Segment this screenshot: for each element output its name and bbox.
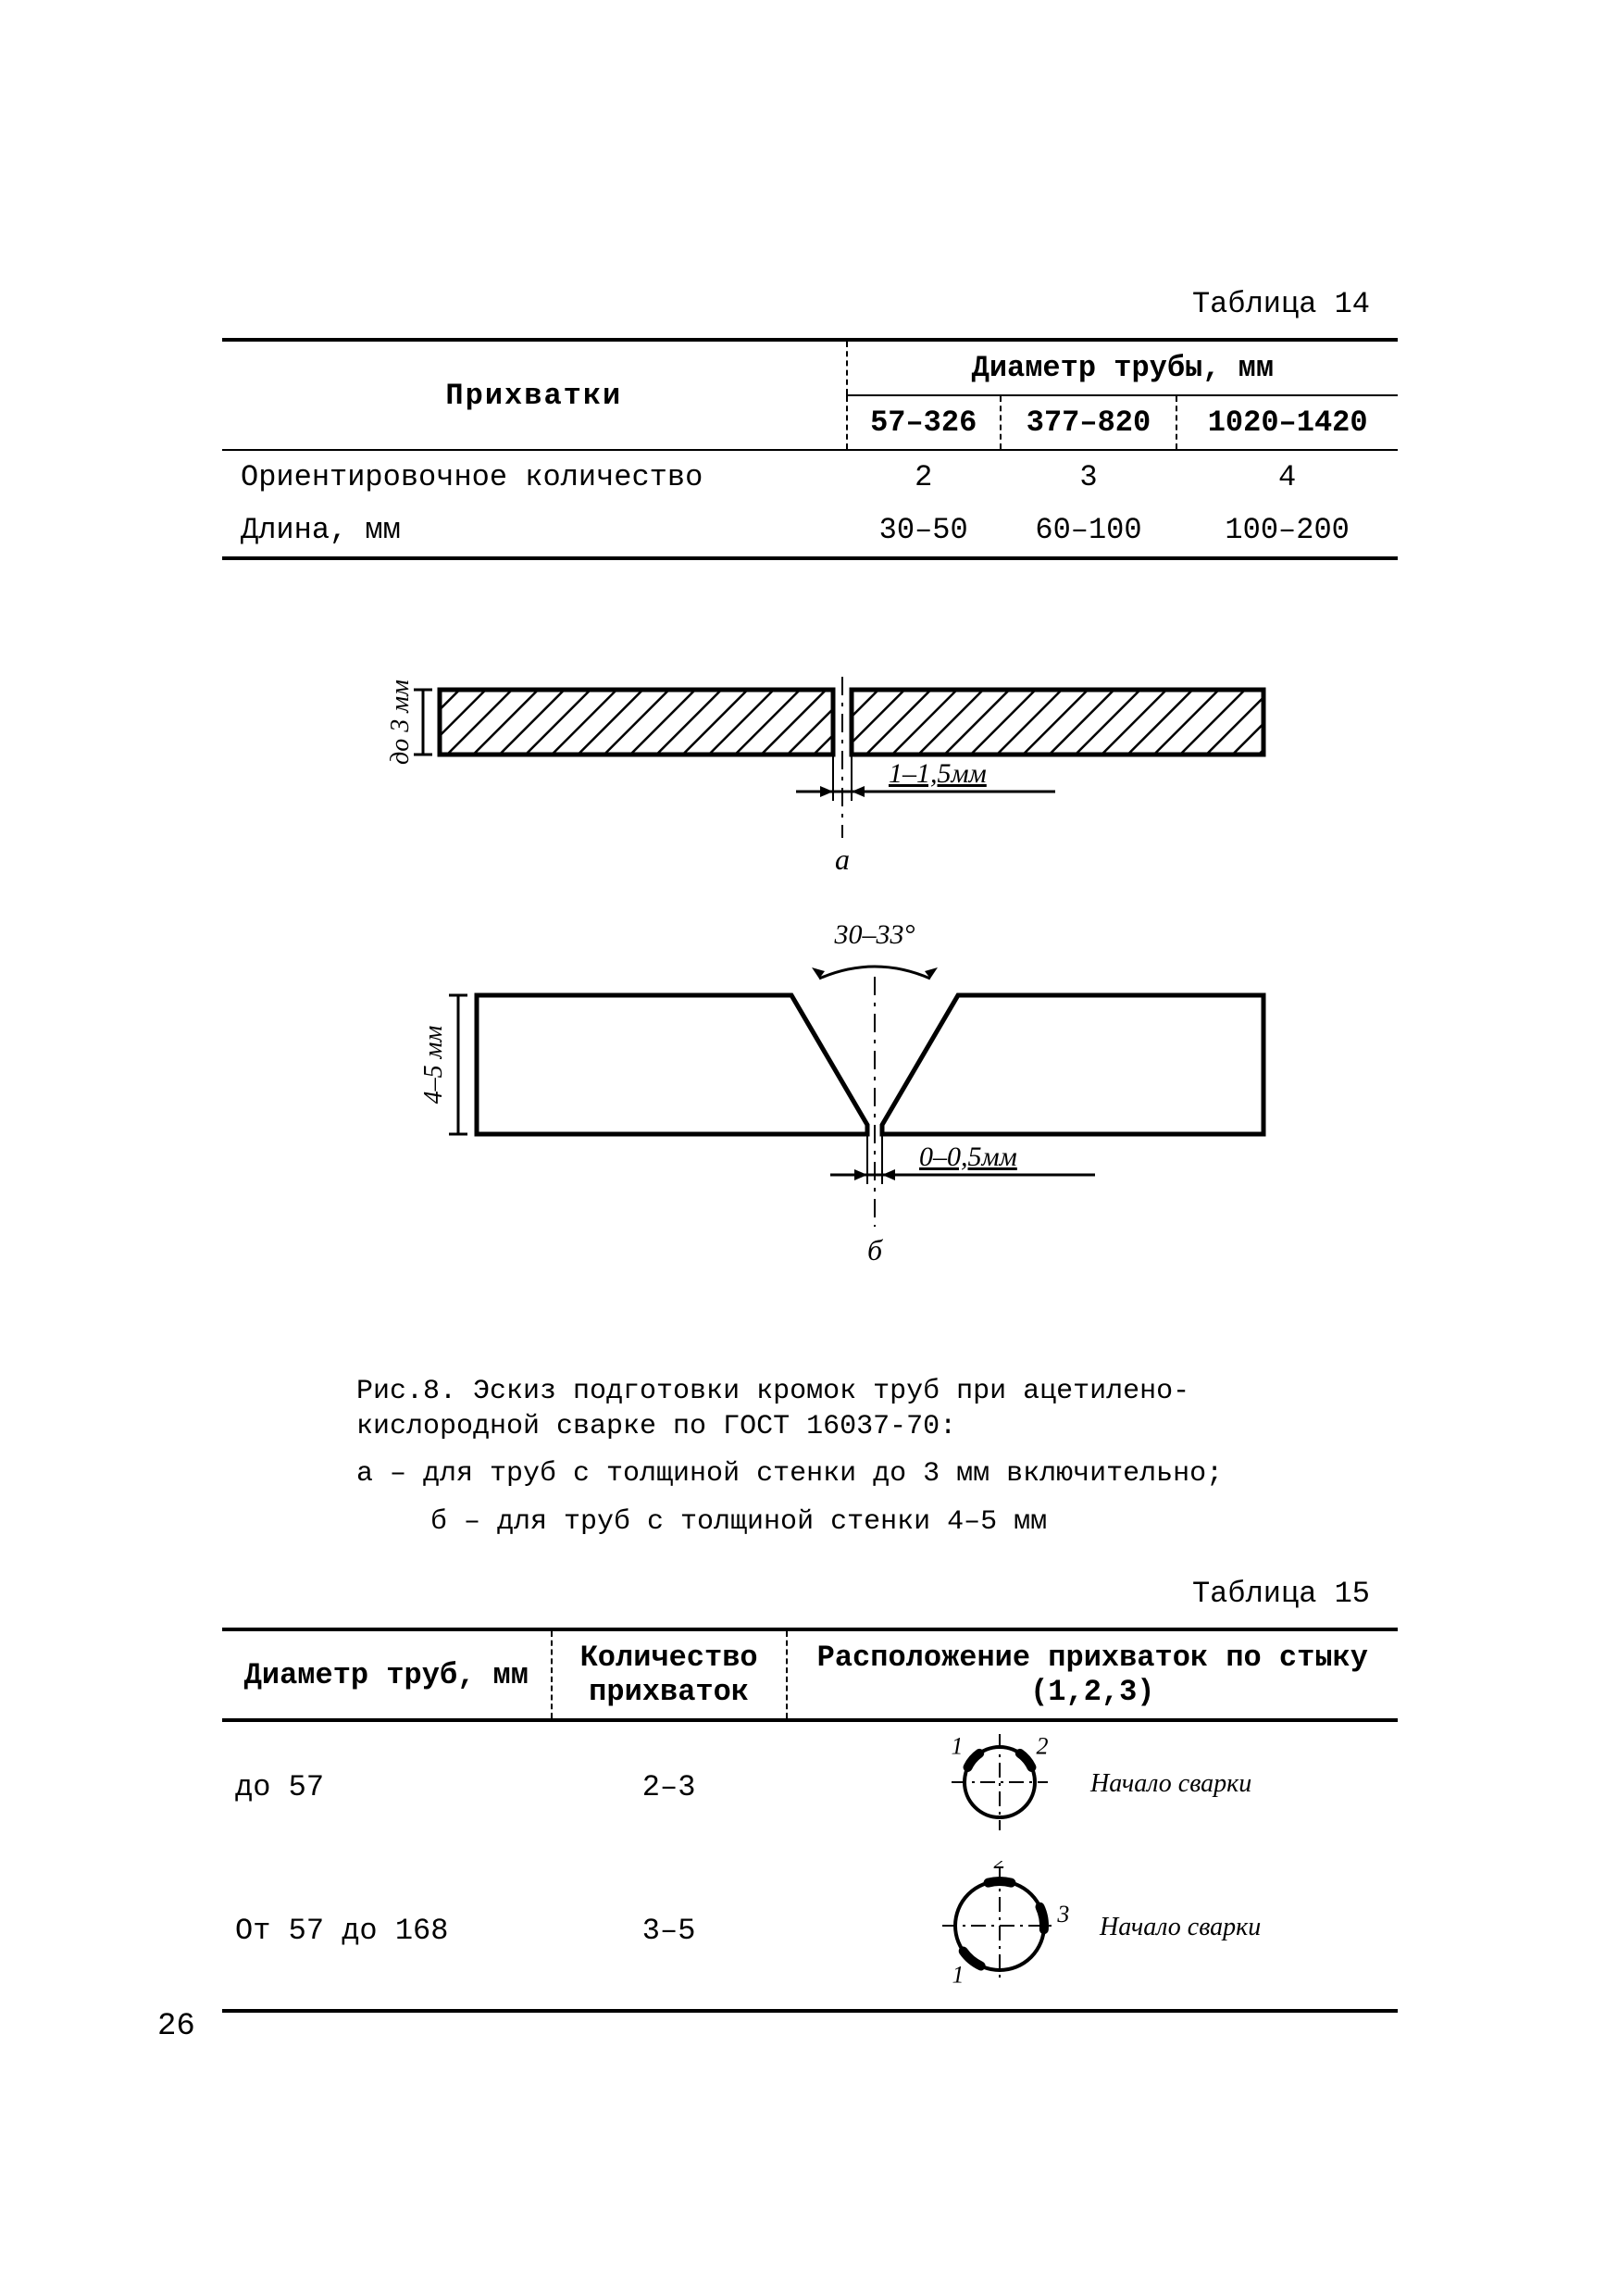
figure8: до 3 мм 1–1,5мм а 30–33° 4–5 мм 0–0,5мм б Рис.… bbox=[222, 662, 1398, 1540]
svg-text:3: 3 bbox=[1056, 1901, 1069, 1928]
svg-text:1–1,5мм: 1–1,5мм bbox=[889, 758, 987, 789]
t15-r0-dia: до 57 bbox=[222, 1720, 552, 1852]
table14: Прихватки Диаметр трубы, мм 57–326 377–8… bbox=[222, 338, 1398, 560]
t14-r1-v0: 30–50 bbox=[847, 504, 1001, 558]
svg-text:Начало сварки: Начало сварки bbox=[1089, 1769, 1251, 1798]
table15-caption: Таблица 15 bbox=[222, 1577, 1398, 1611]
t14-col0: 57–326 bbox=[847, 395, 1001, 450]
svg-text:Начало сварки: Начало сварки bbox=[1099, 1913, 1261, 1941]
t15-h0: Диаметр труб, мм bbox=[222, 1629, 552, 1720]
fig8-caption-b: б – для труб с толщиной стенки 4–5 мм bbox=[356, 1505, 1263, 1541]
figure8-caption: Рис.8. Эскиз подготовки кромок труб при … bbox=[356, 1375, 1263, 1540]
t14-col1: 377–820 bbox=[1001, 395, 1177, 450]
tack-diagram-1: 1 2 3 Начало сварки bbox=[861, 1861, 1324, 1990]
t14-col2: 1020–1420 bbox=[1176, 395, 1398, 450]
svg-text:1: 1 bbox=[951, 1732, 963, 1759]
svg-text:30–33°: 30–33° bbox=[834, 919, 915, 950]
table14-caption: Таблица 14 bbox=[222, 287, 1398, 321]
svg-text:до 3 мм: до 3 мм bbox=[386, 680, 415, 765]
svg-text:4–5 мм: 4–5 мм bbox=[419, 1026, 448, 1104]
svg-text:0–0,5мм: 0–0,5мм bbox=[919, 1142, 1017, 1172]
t14-head-left: Прихватки bbox=[222, 340, 847, 450]
svg-text:2: 2 bbox=[993, 1861, 1005, 1874]
fig8-caption-a: а – для труб с толщиной стенки до 3 мм в… bbox=[356, 1457, 1263, 1492]
t15-r1-qty: 3–5 bbox=[552, 1852, 787, 2011]
table15: Диаметр труб, мм Количество прихваток Ра… bbox=[222, 1628, 1398, 2013]
t14-r1-label: Длина, мм bbox=[222, 504, 847, 558]
t15-r1-diagram: 1 2 3 Начало сварки bbox=[787, 1852, 1398, 2011]
t14-r1-v1: 60–100 bbox=[1001, 504, 1177, 558]
t15-h1: Количество прихваток bbox=[552, 1629, 787, 1720]
svg-text:а: а bbox=[835, 842, 850, 876]
svg-text:1: 1 bbox=[952, 1962, 964, 1989]
t14-r0-label: Ориентировочное количество bbox=[222, 450, 847, 504]
t14-r0-v1: 3 bbox=[1001, 450, 1177, 504]
page-number: 26 bbox=[157, 2009, 195, 2044]
t15-r0-diagram: 1 2 Начало сварки bbox=[787, 1720, 1398, 1852]
t14-r0-v2: 4 bbox=[1176, 450, 1398, 504]
t14-head-right: Диаметр трубы, мм bbox=[847, 340, 1398, 395]
fig8-caption-main: Рис.8. Эскиз подготовки кромок труб при … bbox=[356, 1375, 1263, 1444]
t15-r1-dia: От 57 до 168 bbox=[222, 1852, 552, 2011]
t15-h2: Расположение прихваток по стыку (1,2,3) bbox=[787, 1629, 1398, 1720]
page-content: Таблица 14 Прихватки Диаметр трубы, мм 5… bbox=[222, 287, 1398, 2013]
figure8-svg: до 3 мм 1–1,5мм а 30–33° 4–5 мм 0–0,5мм б bbox=[329, 662, 1291, 1329]
tack-diagram-0: 1 2 Начало сварки bbox=[861, 1731, 1324, 1833]
t15-r0-qty: 2–3 bbox=[552, 1720, 787, 1852]
t14-r1-v2: 100–200 bbox=[1176, 504, 1398, 558]
svg-text:2: 2 bbox=[1036, 1732, 1048, 1759]
svg-text:б: б bbox=[867, 1233, 883, 1267]
t14-r0-v0: 2 bbox=[847, 450, 1001, 504]
